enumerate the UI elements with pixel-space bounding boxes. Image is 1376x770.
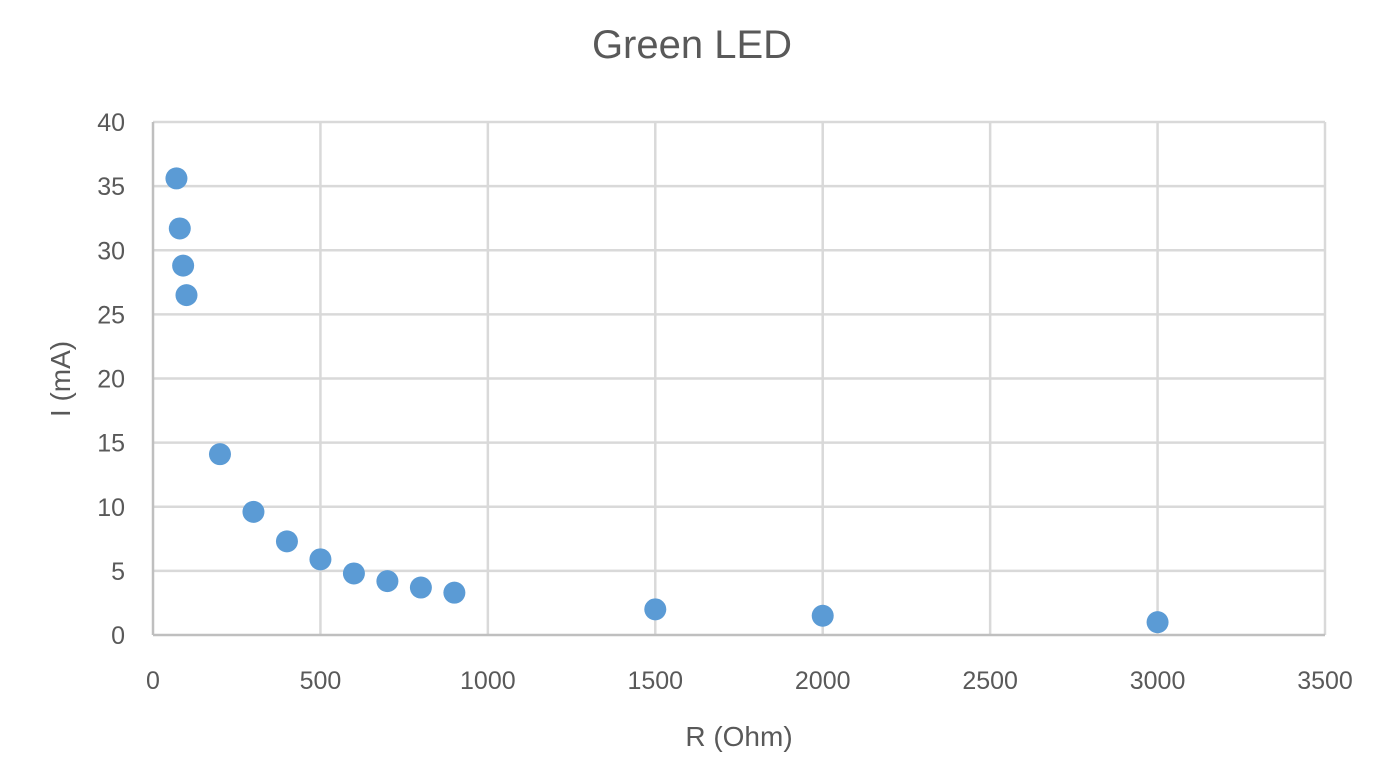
y-tick-label: 20 [97, 366, 125, 394]
tick-labels: 0 5 10 15 20 25 30 35 40 0 500 1000 1500 2000 2500 3000… [97, 109, 1353, 695]
data-point [811, 604, 834, 627]
data-point [443, 581, 466, 604]
data-point [175, 284, 198, 307]
data-point [644, 598, 667, 621]
y-tick-label: 25 [97, 301, 125, 329]
x-tick-label: 3000 [1130, 667, 1186, 695]
x-tick-label: 3500 [1297, 667, 1353, 695]
data-point [309, 548, 332, 571]
axes [151, 122, 1325, 637]
y-tick-label: 40 [97, 109, 125, 137]
y-axis-title: I (mA) [45, 341, 76, 417]
x-tick-label: 2500 [962, 667, 1018, 695]
gridlines [153, 120, 1327, 635]
data-point [1146, 611, 1169, 634]
y-tick-label: 0 [111, 622, 125, 650]
x-tick-label: 2000 [795, 667, 851, 695]
data-point [172, 254, 195, 277]
y-tick-label: 5 [111, 558, 125, 586]
data-point [242, 500, 265, 523]
y-tick-label: 35 [97, 173, 125, 201]
data-point [342, 562, 365, 585]
data-point [165, 167, 188, 190]
x-tick-label: 500 [300, 667, 342, 695]
chart-title: Green LED [592, 23, 792, 67]
data-point [409, 576, 432, 599]
x-tick-label: 1000 [460, 667, 516, 695]
data-point [376, 570, 399, 593]
data-point [208, 443, 231, 466]
y-tick-label: 10 [97, 494, 125, 522]
data-point [275, 530, 298, 553]
y-tick-label: 15 [97, 430, 125, 458]
data-points [165, 167, 1169, 634]
x-axis-title: R (Ohm) [685, 721, 792, 752]
x-tick-label: 0 [146, 667, 160, 695]
data-point [168, 217, 191, 240]
x-tick-label: 1500 [627, 667, 683, 695]
y-tick-label: 30 [97, 237, 125, 265]
